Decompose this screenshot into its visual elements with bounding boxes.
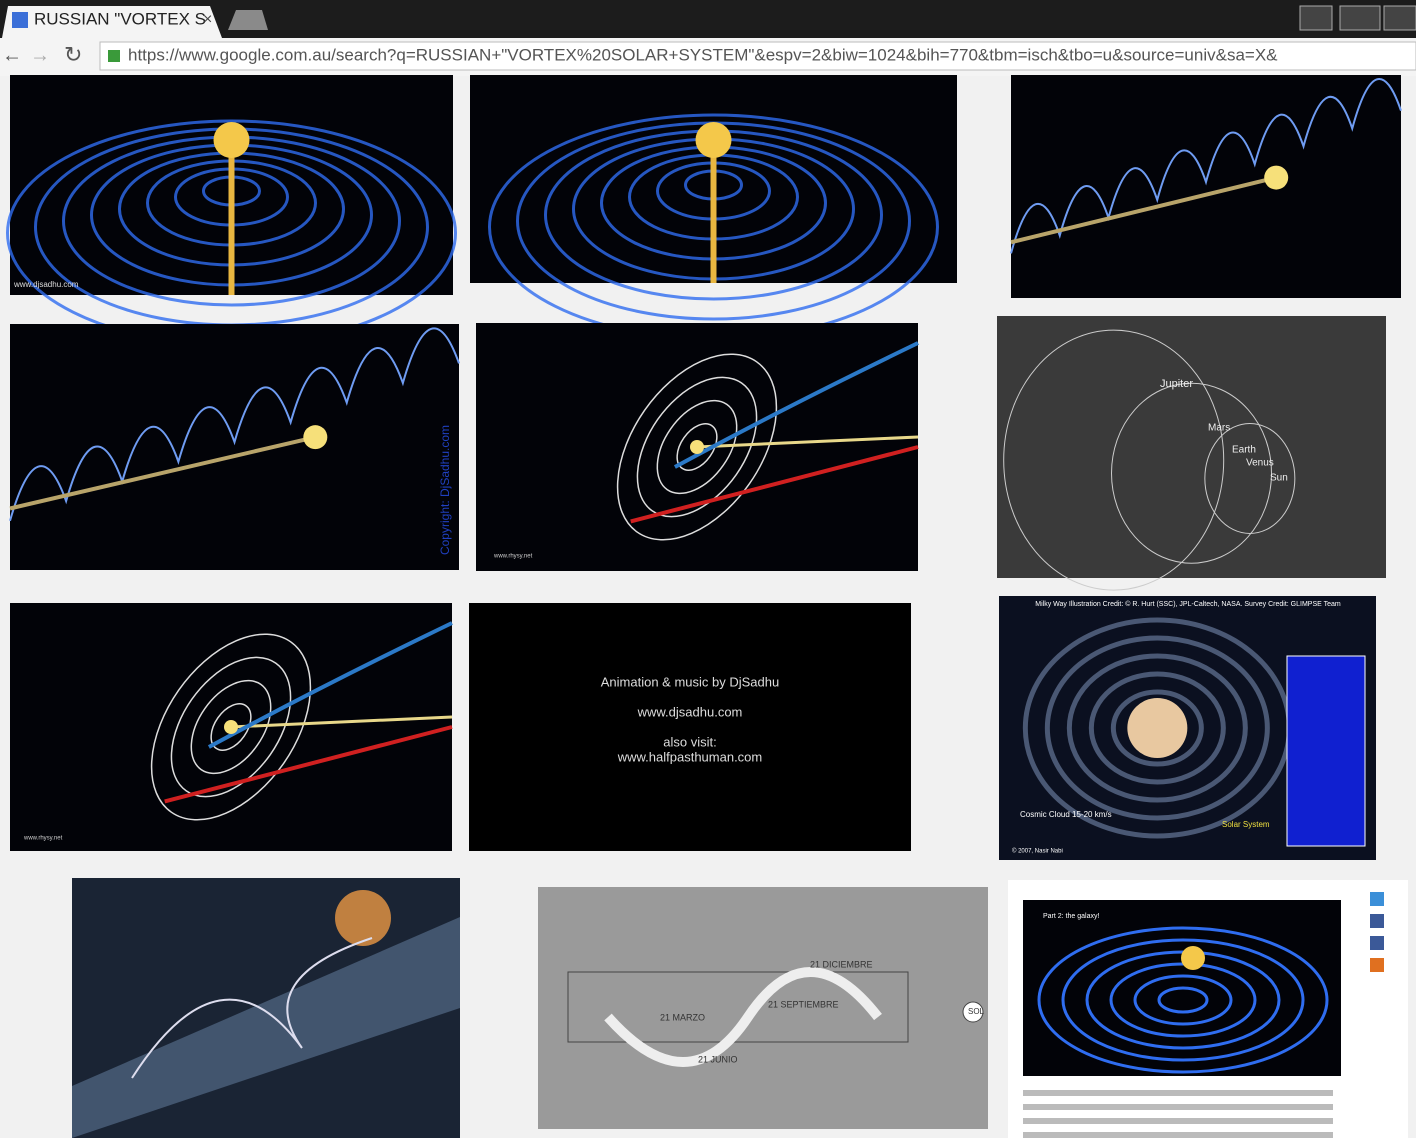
body-text-line [1023, 1090, 1333, 1096]
image-caption: Venus [1246, 458, 1274, 469]
screen: RUSSIAN "VORTEX S × ← → ↻ https://www.go… [0, 0, 1416, 1138]
image-caption: Copyright: DjSadhu.com [438, 425, 452, 555]
back-button[interactable]: ← [2, 44, 22, 66]
share-icon [1370, 936, 1384, 950]
sun [696, 122, 732, 158]
maximize-button[interactable] [1384, 6, 1416, 30]
forward-button[interactable]: → [30, 44, 50, 66]
sun [335, 890, 391, 946]
lock-icon [108, 50, 120, 62]
image-caption: also visit: [663, 734, 716, 749]
image-thumbnail [538, 887, 988, 1129]
share-icon [1370, 892, 1384, 906]
tab-title: RUSSIAN "VORTEX S [34, 9, 206, 28]
image-caption: Part 2: the galaxy! [1043, 913, 1099, 920]
body-text-line [1023, 1118, 1333, 1124]
page: {"browser": {"tab_title": "RUSSIAN \"VOR… [0, 0, 1416, 1138]
tab-close[interactable]: × [203, 11, 212, 28]
sun [690, 440, 704, 454]
sun [214, 122, 250, 158]
image-caption: Mars [1208, 423, 1230, 434]
sun [303, 425, 327, 449]
image-caption: www.djsadhu.com [13, 280, 79, 289]
image-caption: www.rhysy.net [23, 836, 63, 842]
image-caption: www.rhysy.net [493, 554, 533, 560]
tab-icon [12, 12, 28, 28]
image-caption: Animation & music by DjSadhu [601, 674, 779, 689]
image-result[interactable] [470, 75, 957, 339]
image-result[interactable] [538, 887, 988, 1129]
body-text-line [1023, 1104, 1333, 1110]
share-icon [1370, 958, 1384, 972]
image-caption: © 2007, Nasir Nabi [1012, 848, 1063, 855]
image-thumbnail [10, 324, 459, 570]
image-caption: 21 JUNIO [698, 1054, 738, 1064]
image-result[interactable] [476, 323, 918, 571]
image-thumbnail [997, 316, 1386, 578]
reload-button[interactable]: ↻ [64, 42, 82, 67]
image-result[interactable] [8, 75, 456, 345]
image-result[interactable] [997, 316, 1386, 590]
image-result[interactable] [10, 603, 452, 851]
image-caption: Milky Way Illustration Credit: © R. Hurt… [1035, 600, 1341, 608]
image-result[interactable] [999, 596, 1376, 860]
image-caption: www.djsadhu.com [637, 704, 743, 719]
sun [1264, 166, 1288, 190]
image-caption: Earth [1232, 445, 1256, 456]
image-result[interactable] [10, 324, 459, 570]
image-caption: Jupiter [1160, 378, 1193, 390]
image-caption: Sun [1270, 473, 1288, 484]
image-caption: 21 MARZO [660, 1012, 705, 1022]
minimize-button[interactable] [1340, 6, 1380, 30]
share-icon [1370, 914, 1384, 928]
image-thumbnail [1011, 75, 1401, 298]
sun [224, 720, 238, 734]
image-caption: www.halfpasthuman.com [617, 749, 763, 764]
image-result[interactable] [1011, 75, 1401, 298]
image-caption: Cosmic Cloud 15-20 km/s [1020, 810, 1112, 819]
image-result[interactable] [469, 603, 911, 851]
body-text-line [1023, 1132, 1333, 1138]
image-caption: SOL [968, 1007, 985, 1016]
galaxy-core [1127, 698, 1187, 758]
info-box [1287, 656, 1365, 846]
sun [1181, 946, 1205, 970]
url: https://www.google.com.au/search?q=RUSSI… [128, 45, 1278, 64]
image-caption: 21 DICIEMBRE [810, 959, 873, 969]
image-thumbnail [469, 603, 911, 851]
image-caption: Solar System [1222, 820, 1270, 829]
profile-button[interactable] [1300, 6, 1332, 30]
image-caption: 21 SEPTIEMBRE [768, 999, 839, 1009]
image-result[interactable] [72, 878, 460, 1138]
